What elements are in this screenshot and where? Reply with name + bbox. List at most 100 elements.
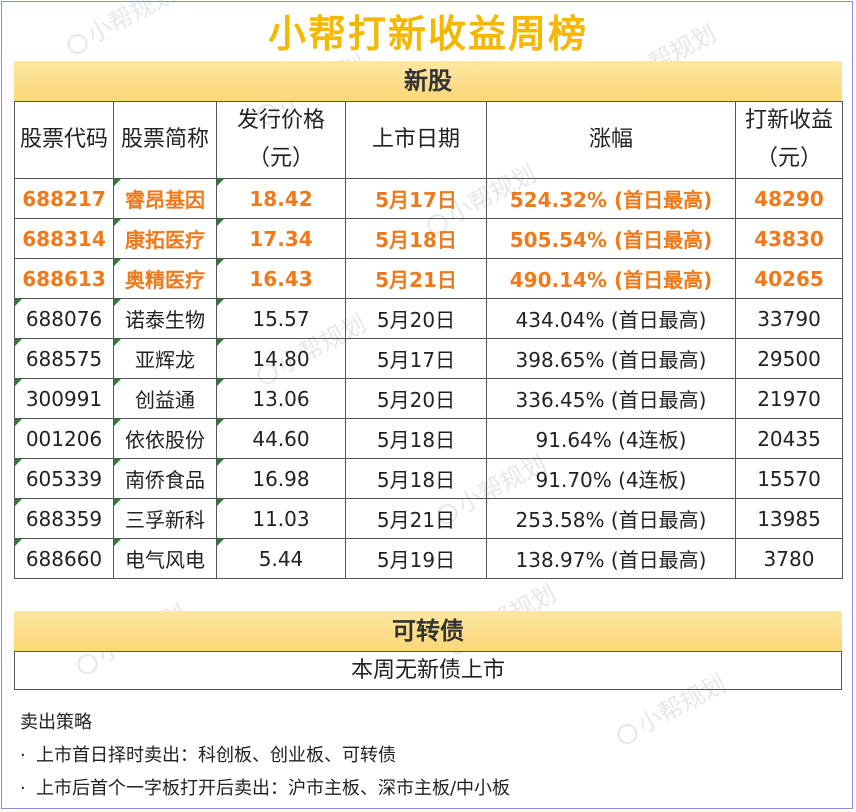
- cell-text: 605339: [25, 466, 103, 491]
- cell-text: 91.64% (4连板): [535, 428, 687, 452]
- cell-text: 依依股份: [125, 428, 205, 452]
- cell-name: 依依股份: [113, 418, 217, 459]
- cell-price: 44.60: [216, 418, 346, 459]
- cell-date: 5月21日: [345, 498, 487, 539]
- cell-text: 688613: [22, 266, 106, 291]
- cell-text: 5月21日: [375, 268, 457, 292]
- table-row: 300991 创益通 13.06 5月20日 336.45% (首日最高) 21970: [14, 378, 843, 419]
- bullet-icon: ·: [20, 778, 26, 799]
- cell-name: 康拓医疗: [113, 218, 217, 259]
- cell-text: 253.58% (首日最高): [515, 508, 707, 532]
- cell-marker-icon: [114, 299, 121, 306]
- cell-text: 490.14% (首日最高): [509, 268, 713, 292]
- cell-gain: 253.58% (首日最高): [486, 498, 736, 539]
- cell-marker-icon: [114, 379, 121, 386]
- cell-text: 16.43: [249, 266, 313, 291]
- header-code: 股票代码: [14, 101, 114, 179]
- cell-marker-icon: [15, 419, 22, 426]
- cell-code: 688575: [14, 338, 114, 379]
- header-name: 股票简称: [113, 101, 217, 179]
- cell-text: 44.60: [252, 426, 310, 451]
- cell-text: 睿昂基因: [125, 188, 205, 212]
- strategy-item: · 上市首日择时卖出：科创板、创业板、可转债: [20, 739, 840, 772]
- table-row: 688217 睿昂基因 18.42 5月17日 524.32% (首日最高) 48290: [14, 178, 843, 219]
- cell-gain: 434.04% (首日最高): [486, 298, 736, 339]
- cell-date: 5月20日: [345, 298, 487, 339]
- cell-text: 001206: [25, 426, 103, 451]
- cell-marker-icon: [217, 219, 224, 226]
- cell-text: 20435: [757, 426, 821, 451]
- strategy-item: · 上市后首个一字板打开后卖出：沪市主板、深市主板/中小板: [20, 772, 840, 805]
- table-row: 001206 依依股份 44.60 5月18日 91.64% (4连板) 20435: [14, 418, 843, 459]
- cell-text: 688076: [25, 306, 103, 331]
- cell-marker-icon: [114, 219, 121, 226]
- cell-profit: 3780: [735, 538, 843, 579]
- cell-price: 17.34: [216, 218, 346, 259]
- cell-name: 奥精医疗: [113, 258, 217, 299]
- cell-text: 电气风电: [125, 548, 205, 572]
- cell-text: 5月19日: [376, 548, 456, 572]
- cell-text: 5月20日: [376, 388, 456, 412]
- cell-gain: 138.97% (首日最高): [486, 538, 736, 579]
- cell-profit: 20435: [735, 418, 843, 459]
- cell-price: 13.06: [216, 378, 346, 419]
- cell-gain: 91.70% (4连板): [486, 458, 736, 499]
- cell-price: 18.42: [216, 178, 346, 219]
- cell-marker-icon: [217, 459, 224, 466]
- cell-text: 48290: [754, 186, 824, 211]
- cell-text: 5月18日: [376, 468, 456, 492]
- cell-text: 5月20日: [376, 308, 456, 332]
- cell-profit: 43830: [735, 218, 843, 259]
- cell-marker-icon: [15, 499, 22, 506]
- cell-text: 亚辉龙: [135, 348, 195, 372]
- cell-name: 诺泰生物: [113, 298, 217, 339]
- cell-text: 29500: [757, 346, 821, 371]
- cell-name: 睿昂基因: [113, 178, 217, 219]
- cell-marker-icon: [114, 539, 121, 546]
- cell-marker-icon: [15, 339, 22, 346]
- cell-gain: 336.45% (首日最高): [486, 378, 736, 419]
- cell-text: 688217: [22, 186, 106, 211]
- cell-marker-icon: [114, 459, 121, 466]
- cell-price: 16.43: [216, 258, 346, 299]
- bullet-icon: ·: [20, 745, 26, 766]
- cell-text: 3780: [763, 546, 815, 571]
- cell-gain: 490.14% (首日最高): [486, 258, 736, 299]
- cell-name: 亚辉龙: [113, 338, 217, 379]
- cell-code: 300991: [14, 378, 114, 419]
- cell-marker-icon: [217, 179, 224, 186]
- cell-price: 5.44: [216, 538, 346, 579]
- cell-profit: 29500: [735, 338, 843, 379]
- cell-text: 43830: [754, 226, 824, 251]
- cell-profit: 21970: [735, 378, 843, 419]
- cell-text: 398.65% (首日最高): [515, 348, 707, 372]
- cell-text: 15570: [757, 466, 821, 491]
- cell-code: 688314: [14, 218, 114, 259]
- cell-text: 奥精医疗: [125, 268, 205, 292]
- cell-date: 5月17日: [345, 338, 487, 379]
- header-profit: 打新收益 （元）: [735, 101, 843, 179]
- cell-marker-icon: [217, 339, 224, 346]
- cell-date: 5月18日: [345, 458, 487, 499]
- cell-text: 434.04% (首日最高): [515, 308, 707, 332]
- cell-price: 11.03: [216, 498, 346, 539]
- cell-marker-icon: [15, 379, 22, 386]
- cell-gain: 524.32% (首日最高): [486, 178, 736, 219]
- cell-profit: 13985: [735, 498, 843, 539]
- cell-code: 688359: [14, 498, 114, 539]
- cell-text: 三孚新科: [125, 508, 205, 532]
- cell-text: 688660: [25, 546, 103, 571]
- cell-text: 524.32% (首日最高): [509, 188, 713, 212]
- cell-text: 5月17日: [376, 348, 456, 372]
- cell-profit: 33790: [735, 298, 843, 339]
- cell-text: 11.03: [252, 506, 310, 531]
- cell-text: 13.06: [252, 386, 310, 411]
- cell-text: 5月18日: [376, 428, 456, 452]
- table-row: 688660 电气风电 5.44 5月19日 138.97% (首日最高) 3780: [14, 538, 843, 579]
- cell-text: 33790: [757, 306, 821, 331]
- cell-marker-icon: [15, 459, 22, 466]
- cell-text: 5月21日: [376, 508, 456, 532]
- header-price: 发行价格 （元）: [216, 101, 346, 179]
- table-row: 688575 亚辉龙 14.80 5月17日 398.65% (首日最高) 29500: [14, 338, 843, 379]
